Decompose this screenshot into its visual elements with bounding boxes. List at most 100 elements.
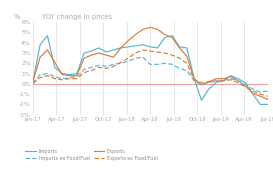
Imports ex Food/Fuel bbox=[141, 56, 144, 58]
Line: Imports: Imports bbox=[33, 36, 268, 104]
Exports ex Food/Fuel bbox=[75, 78, 78, 80]
Exports bbox=[178, 47, 181, 49]
Imports ex Food/Fuel bbox=[171, 63, 174, 65]
Text: YOY change in prices: YOY change in prices bbox=[42, 14, 112, 20]
Imports bbox=[178, 46, 181, 48]
Imports ex Food/Fuel bbox=[68, 77, 71, 79]
Exports ex Food/Fuel bbox=[215, 80, 218, 82]
Exports bbox=[126, 40, 130, 42]
Exports bbox=[149, 26, 152, 28]
Imports bbox=[97, 47, 100, 49]
Imports bbox=[244, 82, 247, 84]
Imports ex Food/Fuel bbox=[192, 80, 196, 82]
Exports ex Food/Fuel bbox=[68, 78, 71, 80]
Exports ex Food/Fuel bbox=[90, 69, 93, 72]
Exports ex Food/Fuel bbox=[149, 50, 152, 52]
Imports ex Food/Fuel bbox=[112, 63, 115, 65]
Exports ex Food/Fuel bbox=[105, 67, 108, 70]
Exports bbox=[68, 75, 71, 77]
Imports ex Food/Fuel bbox=[61, 78, 64, 80]
Legend: Imports, Imports ex Food/Fuel, Exports, Exports ex Food/Fuel: Imports, Imports ex Food/Fuel, Exports, … bbox=[23, 147, 160, 163]
Exports ex Food/Fuel bbox=[163, 52, 167, 54]
Exports ex Food/Fuel bbox=[236, 82, 240, 84]
Exports bbox=[134, 33, 137, 36]
Exports ex Food/Fuel bbox=[82, 71, 86, 74]
Exports ex Food/Fuel bbox=[38, 77, 42, 79]
Exports bbox=[185, 55, 188, 57]
Exports bbox=[112, 56, 115, 58]
Imports bbox=[229, 75, 233, 77]
Exports ex Food/Fuel bbox=[171, 54, 174, 56]
Imports bbox=[259, 103, 262, 105]
Exports ex Food/Fuel bbox=[192, 79, 196, 81]
Imports ex Food/Fuel bbox=[244, 84, 247, 86]
Imports bbox=[207, 88, 210, 90]
Imports ex Food/Fuel bbox=[207, 81, 210, 83]
Imports ex Food/Fuel bbox=[75, 75, 78, 78]
Exports bbox=[46, 49, 49, 51]
Imports ex Food/Fuel bbox=[53, 75, 57, 78]
Imports ex Food/Fuel bbox=[215, 80, 218, 82]
Imports bbox=[156, 47, 159, 49]
Exports bbox=[141, 28, 144, 31]
Imports ex Food/Fuel bbox=[222, 79, 225, 81]
Imports ex Food/Fuel bbox=[259, 91, 262, 93]
Imports bbox=[236, 78, 240, 80]
Imports ex Food/Fuel bbox=[156, 63, 159, 65]
Imports ex Food/Fuel bbox=[178, 67, 181, 70]
Exports ex Food/Fuel bbox=[31, 82, 34, 85]
Line: Imports ex Food/Fuel: Imports ex Food/Fuel bbox=[33, 57, 268, 92]
Imports bbox=[38, 44, 42, 46]
Imports bbox=[192, 78, 196, 80]
Imports bbox=[251, 93, 254, 95]
Imports bbox=[141, 44, 144, 46]
Exports bbox=[97, 52, 100, 54]
Exports bbox=[192, 78, 196, 80]
Exports bbox=[75, 75, 78, 77]
Imports bbox=[105, 51, 108, 53]
Exports bbox=[207, 81, 210, 83]
Exports bbox=[163, 33, 167, 36]
Imports bbox=[82, 52, 86, 54]
Exports ex Food/Fuel bbox=[46, 75, 49, 77]
Exports ex Food/Fuel bbox=[251, 90, 254, 92]
Imports bbox=[222, 80, 225, 82]
Imports ex Food/Fuel bbox=[82, 68, 86, 71]
Imports bbox=[163, 36, 167, 39]
Exports ex Food/Fuel bbox=[207, 81, 210, 83]
Imports bbox=[149, 46, 152, 48]
Imports ex Food/Fuel bbox=[266, 90, 269, 92]
Imports bbox=[46, 34, 49, 37]
Exports ex Food/Fuel bbox=[141, 49, 144, 51]
Imports bbox=[68, 73, 71, 76]
Exports ex Food/Fuel bbox=[126, 57, 130, 59]
Imports bbox=[75, 73, 78, 75]
Imports ex Food/Fuel bbox=[38, 73, 42, 76]
Exports bbox=[200, 84, 203, 86]
Exports ex Food/Fuel bbox=[61, 79, 64, 81]
Exports bbox=[31, 81, 34, 83]
Exports bbox=[61, 73, 64, 76]
Exports ex Food/Fuel bbox=[185, 62, 188, 64]
Exports bbox=[90, 54, 93, 56]
Imports bbox=[126, 46, 130, 48]
Imports bbox=[134, 45, 137, 47]
Exports ex Food/Fuel bbox=[229, 79, 233, 81]
Exports ex Food/Fuel bbox=[134, 52, 137, 54]
Exports bbox=[171, 36, 174, 39]
Text: %: % bbox=[14, 14, 20, 20]
Imports bbox=[53, 66, 57, 68]
Exports ex Food/Fuel bbox=[112, 65, 115, 68]
Imports bbox=[215, 81, 218, 83]
Exports ex Food/Fuel bbox=[259, 93, 262, 95]
Imports ex Food/Fuel bbox=[105, 65, 108, 68]
Exports bbox=[251, 92, 254, 94]
Exports bbox=[236, 80, 240, 82]
Exports ex Food/Fuel bbox=[266, 95, 269, 97]
Exports bbox=[229, 75, 233, 78]
Exports bbox=[38, 56, 42, 58]
Imports ex Food/Fuel bbox=[185, 69, 188, 72]
Exports bbox=[215, 78, 218, 80]
Imports ex Food/Fuel bbox=[163, 62, 167, 64]
Imports ex Food/Fuel bbox=[200, 84, 203, 86]
